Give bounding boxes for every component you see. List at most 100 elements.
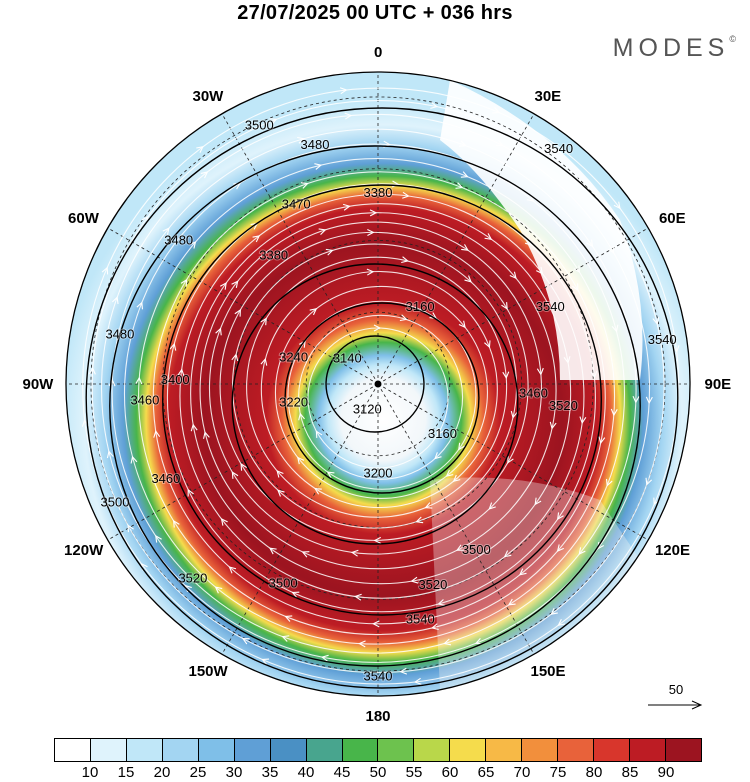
streamline-arrow <box>430 623 439 630</box>
streamline <box>298 314 464 480</box>
longitude-label: 150W <box>188 663 228 681</box>
streamline-arrow <box>252 235 261 243</box>
longitude-label: 60E <box>658 209 686 227</box>
contour-label: 3480 <box>105 327 134 342</box>
streamline-arrow <box>111 296 119 305</box>
streamline-arrow <box>645 396 653 405</box>
streamline-arrow <box>101 266 109 275</box>
streamline-arrow <box>610 408 618 417</box>
streamline-arrow <box>460 171 469 178</box>
contour-label: 3200 <box>364 466 393 481</box>
streamline-arrow <box>309 307 318 316</box>
streamline-arrow <box>578 547 586 555</box>
longitude-label: 180 <box>365 707 391 725</box>
latitude-circle <box>234 240 522 528</box>
streamline-arrow <box>130 455 138 464</box>
colorbar-swatch <box>90 739 127 761</box>
streamline-arrow <box>177 368 185 377</box>
streamline-arrow <box>162 227 170 235</box>
colorbar-tick-label: 85 <box>621 764 639 781</box>
streamline-arrow <box>597 541 605 550</box>
streamline-arrow <box>240 462 248 471</box>
streamline <box>199 212 557 570</box>
streamline-arrow <box>452 474 461 482</box>
streamline-arrow <box>155 534 162 543</box>
streamline-arrow <box>401 256 409 264</box>
streamline-arrow <box>501 302 508 310</box>
streamline-arrow <box>297 456 305 465</box>
streamline-arrow <box>502 371 510 380</box>
longitude-label: 120W <box>64 541 104 559</box>
streamline-arrow <box>534 497 542 506</box>
streamline-arrow <box>445 469 454 477</box>
streamline-arrow <box>509 271 517 280</box>
streamline-arrow <box>415 516 424 524</box>
streamline-arrow <box>214 586 223 594</box>
streamline-arrow <box>358 640 366 648</box>
streamline <box>123 143 626 645</box>
streamline-arrow <box>231 471 239 479</box>
longitude-label: 30E <box>534 87 562 105</box>
streamline-arrow <box>503 550 512 558</box>
streamline-arrow <box>488 502 496 510</box>
streamline-arrow <box>461 244 469 251</box>
streamline-arrow <box>339 87 348 95</box>
streamline-arrow <box>367 228 375 236</box>
streamline-arrow <box>607 246 615 254</box>
streamline-arrow <box>127 524 134 533</box>
contour-label: 3400 <box>161 372 190 387</box>
streamline-arrow <box>241 637 250 645</box>
streamline-arrow <box>495 139 504 147</box>
streamline-arrow <box>464 275 472 283</box>
vector-reference-label: 50 <box>668 682 684 697</box>
streamline-arrow <box>391 180 400 188</box>
contour-label: 3540 <box>536 299 565 314</box>
colorbar-labels: 10 15 20 25 30 35 40 45 50 55 60 65 70 75 80 85 90 <box>0 764 750 782</box>
streamline-arrow <box>215 327 222 336</box>
streamline-arrow <box>474 637 483 645</box>
streamline-arrow <box>484 340 491 349</box>
colorbar-swatch <box>270 739 307 761</box>
streamline-arrow <box>443 638 452 646</box>
height-contours: 3120 3140 3160 3160 3200 3220 3240 3380 3380 3400… <box>85 107 679 689</box>
colorbar-tick-label: 90 <box>657 764 675 781</box>
streamline-arrow <box>260 357 268 366</box>
longitude-label: 90E <box>704 375 732 393</box>
streamline-arrow <box>281 635 290 642</box>
streamline <box>260 270 498 509</box>
streamline-arrow <box>268 547 277 555</box>
map-boundary <box>65 71 691 697</box>
colorbar-swatch <box>414 739 451 761</box>
streamline-arrow <box>200 171 209 179</box>
streamline-arrow <box>315 430 323 438</box>
streamline-arrow <box>180 278 188 287</box>
map-title: 27/07/2025 00 UTC + 036 hrs <box>237 2 513 24</box>
contour-label: 3240 <box>279 349 308 364</box>
height-contour-line <box>109 145 641 667</box>
streamline-arrow <box>325 248 334 256</box>
streamline <box>100 113 651 663</box>
meridian-line <box>377 113 535 385</box>
streamline <box>152 171 606 625</box>
streamline-arrow <box>135 376 143 385</box>
longitude-label: 30W <box>192 87 224 105</box>
colorbar-tick-label: 45 <box>333 764 351 781</box>
streamline-arrow <box>284 615 293 622</box>
colorbar-tick-label: 50 <box>369 764 387 781</box>
streamline-arrow <box>556 512 564 521</box>
streamline-arrow <box>88 366 96 375</box>
streamline-arrow <box>298 412 305 421</box>
streamline <box>111 128 637 654</box>
streamline-arrow <box>372 620 380 628</box>
streamline-arrow <box>510 410 518 419</box>
streamline-arrow <box>579 416 587 425</box>
streamline-arrow <box>291 591 300 599</box>
streamline-arrow <box>153 430 161 438</box>
streamline-arrow <box>369 209 378 217</box>
streamline-arrow <box>366 268 375 276</box>
streamline-arrow <box>563 356 571 364</box>
colorbar-swatch <box>126 739 163 761</box>
contour-label: 3460 <box>519 386 548 401</box>
streamline-arrow <box>484 233 493 240</box>
streamline-arrow <box>507 598 516 606</box>
